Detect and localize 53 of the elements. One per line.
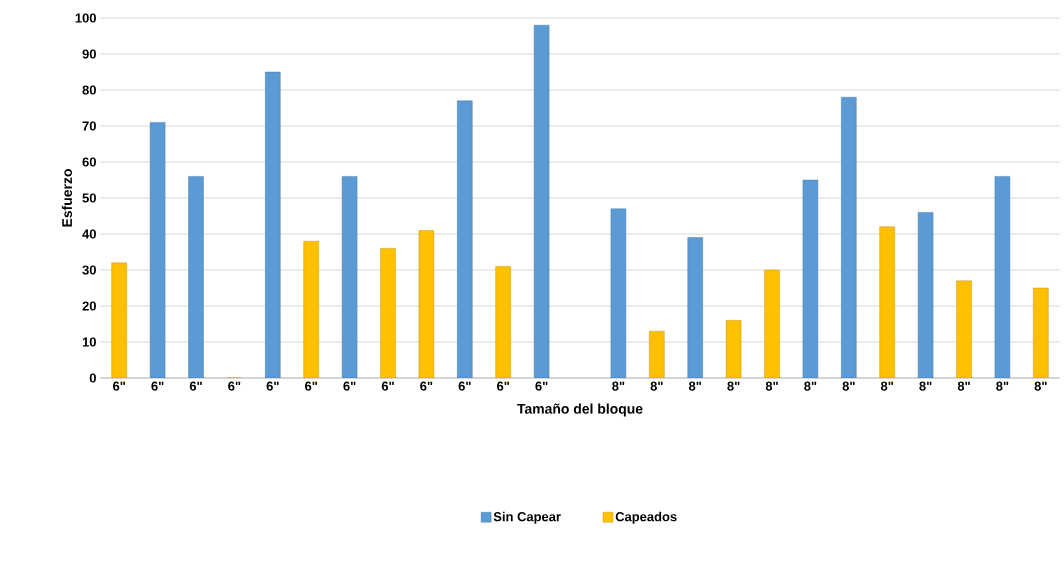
bar xyxy=(188,176,204,378)
bar xyxy=(457,100,473,378)
bar xyxy=(495,266,511,378)
x-tick-label: 8" xyxy=(765,381,778,391)
y-axis-title: Esfuerzo xyxy=(61,169,73,227)
y-tick-label: 90 xyxy=(82,49,96,59)
x-tick-label: 8" xyxy=(804,381,817,391)
x-tick-label: 6" xyxy=(420,381,433,391)
x-tick-label: 8" xyxy=(880,381,894,391)
bar xyxy=(1033,287,1049,378)
x-tick-label: 6" xyxy=(266,381,279,391)
x-tick-label: 6" xyxy=(343,381,356,391)
y-tick-label: 0 xyxy=(89,373,96,383)
y-tick-label: 50 xyxy=(82,193,96,203)
x-tick-label: 8" xyxy=(996,381,1009,391)
x-tick-label: 8" xyxy=(612,381,625,391)
bar xyxy=(380,248,396,378)
x-tick-label: 8" xyxy=(1034,381,1047,391)
y-tick-label: 100 xyxy=(75,13,96,23)
bar xyxy=(764,269,780,378)
x-tick-label: 8" xyxy=(727,381,740,391)
y-tick-label: 10 xyxy=(82,337,96,347)
x-tick-label: 6" xyxy=(189,381,202,391)
x-tick-label: 6" xyxy=(381,381,394,391)
x-tick-label: 8" xyxy=(650,381,663,391)
x-tick-label: 6" xyxy=(151,381,164,391)
x-tick-label: 6" xyxy=(305,381,318,391)
x-axis-title: Tamaño del bloque xyxy=(517,403,643,417)
x-tick-label: 8" xyxy=(919,381,932,391)
bar xyxy=(687,237,703,378)
x-tick-label: 6" xyxy=(228,381,241,391)
x-tick-label: 8" xyxy=(688,381,702,391)
x-tick-label: 6" xyxy=(497,381,510,391)
y-tick-label: 20 xyxy=(82,301,96,311)
bar xyxy=(841,97,857,378)
x-tick-label: 6" xyxy=(458,381,471,391)
x-tick-label: 8" xyxy=(842,381,855,391)
y-tick-label: 60 xyxy=(82,157,96,167)
legend-label: Capeados xyxy=(615,511,677,524)
bar xyxy=(265,71,281,378)
bar xyxy=(879,226,895,378)
bar xyxy=(303,241,319,378)
y-tick-label: 70 xyxy=(82,121,96,131)
y-tick-label: 40 xyxy=(82,229,96,239)
x-tick-label: 8" xyxy=(957,381,970,391)
y-tick-label: 80 xyxy=(82,85,96,95)
bar xyxy=(956,280,972,378)
bar xyxy=(111,262,127,378)
x-tick-label: 6" xyxy=(535,381,548,391)
x-tick-label: 6" xyxy=(113,381,126,391)
legend-label: Sin Capear xyxy=(493,511,561,524)
bar xyxy=(649,331,665,378)
y-tick-label: 30 xyxy=(82,265,96,275)
